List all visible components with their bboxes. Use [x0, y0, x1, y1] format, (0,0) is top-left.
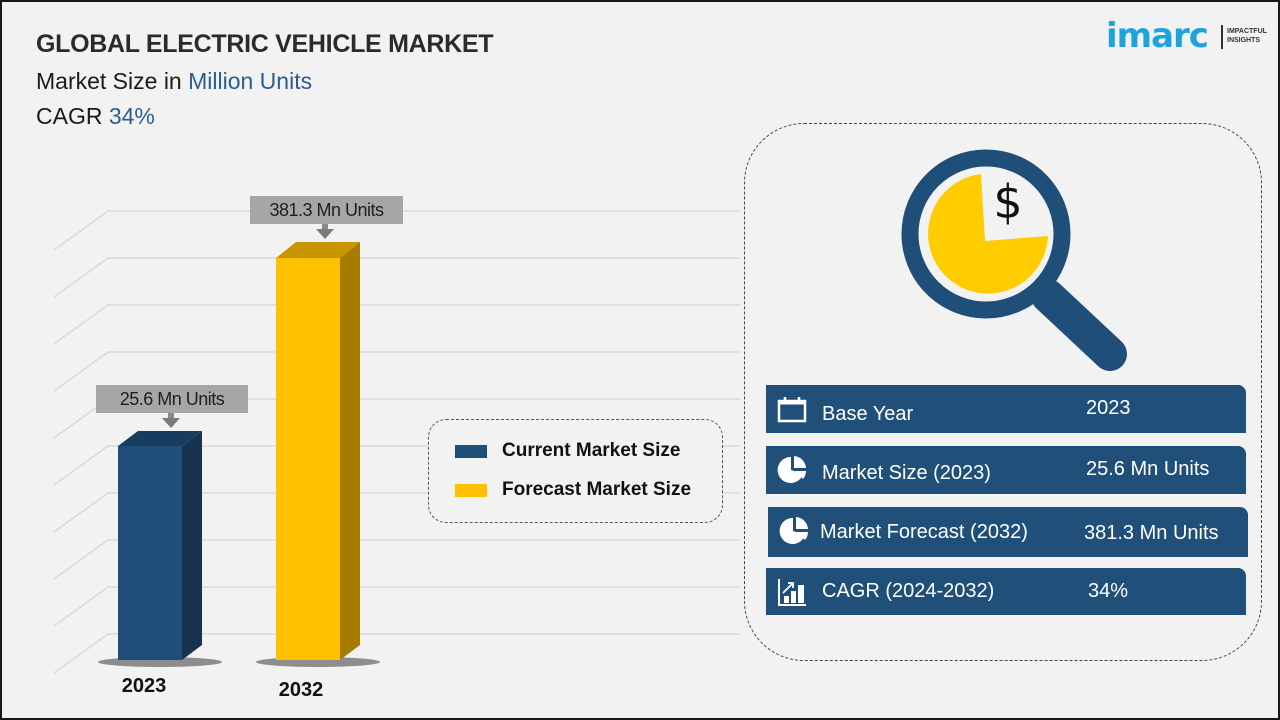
stat-row-cagr: CAGR (2024-2032) 34% [766, 568, 1246, 615]
growth-chart-icon [778, 579, 806, 606]
label-arrow-stem-2023 [168, 413, 174, 419]
stat-label: Market Forecast (2032) [820, 521, 1028, 543]
summary-panel [744, 123, 1262, 661]
legend-swatch-current [455, 444, 487, 458]
calendar-icon [777, 397, 807, 423]
logo-divider [1221, 25, 1223, 49]
cagr-summary: CAGR 34% [36, 103, 155, 130]
legend-item-forecast: Forecast Market Size [455, 479, 691, 501]
stat-label: Base Year [822, 403, 914, 425]
data-label-2032: 381.3 Mn Units [250, 196, 403, 224]
subtitle-unit: Million Units [188, 68, 313, 94]
imarc-logo: imarc IMPACTFUL INSIGHTS [1106, 10, 1276, 56]
legend-swatch-forecast [455, 483, 487, 497]
bar-2032 [276, 242, 360, 660]
data-label-2023: 25.6 Mn Units [96, 385, 248, 413]
logo-tagline-line2: INSIGHTS [1227, 37, 1261, 44]
arrow-down-icon [162, 418, 180, 428]
subtitle-prefix: Market Size in [36, 68, 189, 94]
bar-2023 [118, 431, 202, 660]
logo-tagline: IMPACTFUL INSIGHTS [1227, 27, 1267, 45]
magnifier-dollar-icon: $ [901, 149, 1127, 371]
stat-row-base-year: Base Year 2023 [766, 385, 1246, 433]
chart-gridlines [53, 210, 740, 674]
cagr-prefix: CAGR [36, 103, 109, 129]
pie-chart-icon [777, 456, 806, 483]
svg-text:$: $ [993, 175, 1022, 229]
stat-value: 25.6 Mn Units [1086, 458, 1210, 480]
stat-value: 34% [1088, 580, 1129, 602]
legend-label-current: Current Market Size [502, 440, 681, 461]
arrow-down-icon [316, 229, 334, 239]
logo-wordmark: imarc [1106, 16, 1209, 56]
x-label-2032: 2032 [278, 679, 324, 701]
legend-label-forecast: Forecast Market Size [502, 479, 692, 500]
stat-row-market-forecast: Market Forecast (2032) 381.3 Mn Units [768, 507, 1248, 557]
stat-row-market-size: Market Size (2023) 25.6 Mn Units [766, 446, 1246, 494]
stat-value: 381.3 Mn Units [1084, 522, 1219, 544]
stat-label: Market Size (2023) [822, 462, 991, 484]
stat-label: CAGR (2024-2032) [822, 580, 995, 602]
bar-chart: 25.6 Mn Units 381.3 Mn Units 2023 2032 [53, 196, 740, 701]
logo-tagline-line1: IMPACTFUL [1227, 28, 1267, 35]
chart-legend: Current Market Size Forecast Market Size [428, 419, 723, 523]
stat-value: 2023 [1086, 397, 1131, 419]
label-arrow-stem-2032 [322, 224, 328, 230]
pie-chart-icon [779, 517, 808, 544]
cagr-value: 34% [108, 103, 155, 129]
chart-title: GLOBAL ELECTRIC VEHICLE MARKET [36, 30, 494, 58]
chart-subtitle: Market Size in Million Units [36, 68, 312, 95]
x-label-2023: 2023 [121, 675, 167, 697]
legend-item-current: Current Market Size [455, 440, 680, 462]
